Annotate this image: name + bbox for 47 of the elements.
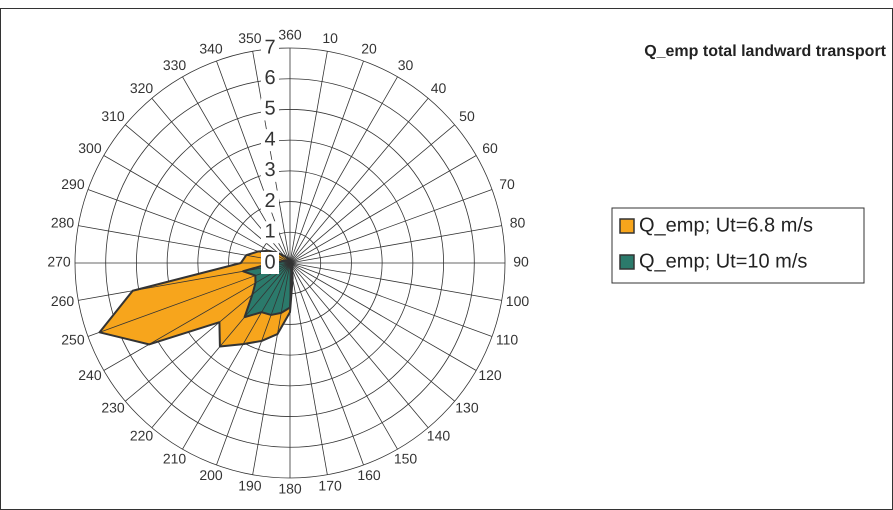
y-tick-label: 6 [264, 66, 276, 89]
spoke-label: 330 [162, 57, 186, 74]
spoke-label: 260 [50, 293, 74, 310]
spoke-label: 100 [506, 293, 530, 310]
spoke-label: 130 [455, 400, 479, 416]
y-tick-label: 7 [264, 36, 276, 58]
spoke-label: 160 [357, 467, 381, 484]
y-tick-label: 0 [264, 251, 276, 274]
spoke-label: 110 [496, 331, 518, 348]
spoke-label: 60 [482, 140, 498, 156]
spoke-label: 20 [361, 40, 378, 56]
spoke-label: 170 [318, 477, 342, 494]
text: Q_emp total landward transport [644, 43, 887, 60]
spoke-label: 190 [238, 477, 262, 494]
spoke-label: 120 [478, 367, 502, 384]
spoke-label: 340 [199, 40, 223, 56]
y-tick-label: 4 [264, 128, 276, 150]
y-tick-label: 5 [264, 98, 276, 120]
spoke-label: 310 [101, 108, 125, 124]
spoke-label: 320 [130, 80, 154, 96]
spoke-label: 50 [459, 108, 475, 124]
spoke-label: 300 [78, 140, 102, 156]
spoke-label: 280 [50, 214, 74, 230]
spoke-label: 80 [510, 214, 526, 230]
y-tick-label: 2 [264, 190, 276, 212]
spoke-label: 70 [499, 176, 516, 192]
spoke-label: 270 [47, 254, 71, 270]
y-tick-label: 1 [264, 220, 276, 243]
spoke-label: 210 [162, 450, 186, 466]
spoke-label: 40 [430, 80, 446, 96]
spoke-label: 290 [61, 176, 85, 192]
spoke-label: 220 [130, 428, 154, 444]
y-tick-label: 3 [264, 159, 276, 182]
spoke-label: 200 [199, 467, 223, 484]
spoke-label: 30 [398, 57, 414, 74]
spoke-label: 150 [394, 450, 418, 466]
legend-label: Q_emp; Ut=10 m/s [639, 250, 808, 272]
spoke-label: 230 [101, 400, 125, 416]
spoke-label: 90 [513, 254, 529, 270]
spoke-label: 360 [278, 26, 302, 43]
legend-label: Q_emp; Ut=6.8 m/s [639, 214, 813, 236]
spoke-label: 180 [278, 480, 302, 497]
spoke-label: 10 [322, 30, 338, 46]
spoke-label: 250 [61, 331, 85, 348]
spoke-label: 140 [426, 428, 450, 444]
spoke-label: 240 [78, 367, 102, 384]
spoke-label: 350 [238, 30, 262, 46]
